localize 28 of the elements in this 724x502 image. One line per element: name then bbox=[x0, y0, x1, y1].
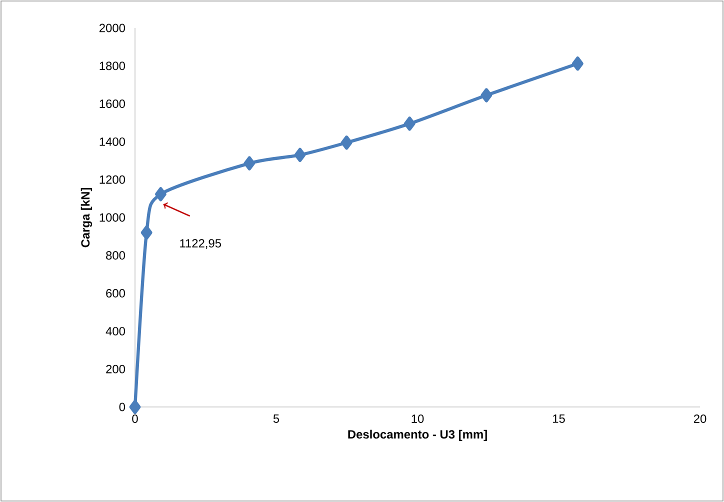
annotation: 1122,95 bbox=[180, 239, 222, 249]
point bbox=[244, 156, 256, 170]
point bbox=[294, 148, 306, 162]
x-tick-label: 5 bbox=[273, 414, 280, 423]
point bbox=[340, 136, 352, 150]
y-tick-label: 0 bbox=[119, 402, 126, 412]
point bbox=[404, 116, 416, 131]
point bbox=[572, 56, 584, 71]
x-tick-label: 10 bbox=[412, 414, 424, 423]
point bbox=[140, 226, 152, 240]
point bbox=[480, 88, 492, 102]
y-tick-label: 1000 bbox=[100, 213, 126, 222]
y-tick-label: 200 bbox=[106, 364, 126, 374]
y-tick-label: 1400 bbox=[100, 137, 126, 146]
y-tick-label: 800 bbox=[106, 251, 126, 260]
x-tick-label: 20 bbox=[694, 414, 706, 423]
x-tick-label: 15 bbox=[553, 414, 565, 423]
y-tick-label: 1200 bbox=[100, 175, 126, 184]
y-tick-label: 400 bbox=[106, 326, 126, 336]
y-axis-title: Carga [kN] bbox=[80, 188, 92, 248]
point bbox=[129, 400, 141, 414]
y-tick-label: 600 bbox=[106, 289, 126, 298]
y-tick-label: 2000 bbox=[99, 24, 126, 32]
y-tick-label: 1800 bbox=[100, 62, 126, 70]
point bbox=[154, 187, 166, 202]
x-axis-title: Deslocamento - U3 [mm] bbox=[348, 430, 487, 441]
x-tick-label: 0 bbox=[132, 414, 138, 423]
y-tick-label: 1600 bbox=[100, 100, 126, 108]
